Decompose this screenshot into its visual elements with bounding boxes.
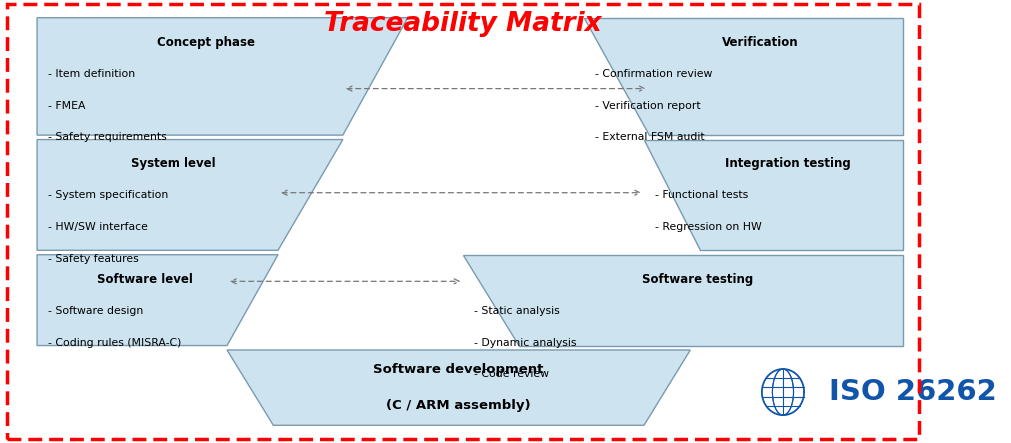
Polygon shape bbox=[37, 255, 278, 346]
Text: - Functional tests: - Functional tests bbox=[654, 190, 747, 201]
Text: - Regression on HW: - Regression on HW bbox=[654, 222, 761, 233]
Text: Concept phase: Concept phase bbox=[157, 35, 255, 49]
Text: - HW/SW interface: - HW/SW interface bbox=[49, 222, 148, 233]
Text: - Safety features: - Safety features bbox=[49, 254, 139, 264]
Polygon shape bbox=[226, 350, 690, 425]
Text: (C / ARM assembly): (C / ARM assembly) bbox=[386, 399, 531, 412]
Text: Integration testing: Integration testing bbox=[724, 157, 849, 171]
Polygon shape bbox=[643, 140, 903, 250]
Text: - Coding rules (MISRA-C): - Coding rules (MISRA-C) bbox=[49, 338, 181, 348]
Polygon shape bbox=[37, 18, 407, 135]
Text: - Confirmation review: - Confirmation review bbox=[594, 69, 712, 79]
Text: Software testing: Software testing bbox=[641, 272, 752, 286]
Text: - Safety requirements: - Safety requirements bbox=[49, 132, 167, 143]
Text: - System specification: - System specification bbox=[49, 190, 168, 201]
Polygon shape bbox=[463, 255, 903, 346]
Text: Traceability Matrix: Traceability Matrix bbox=[325, 12, 602, 37]
Text: Software development: Software development bbox=[373, 363, 543, 377]
Text: - Item definition: - Item definition bbox=[49, 69, 135, 79]
Text: - FMEA: - FMEA bbox=[49, 101, 86, 111]
Text: - Software design: - Software design bbox=[49, 306, 144, 316]
Text: - External FSM audit: - External FSM audit bbox=[594, 132, 704, 143]
Text: - Dynamic analysis: - Dynamic analysis bbox=[474, 338, 576, 348]
Text: - Verification report: - Verification report bbox=[594, 101, 700, 111]
Text: - Code review: - Code review bbox=[474, 369, 549, 380]
Text: ISO 26262: ISO 26262 bbox=[828, 378, 996, 406]
Text: - Static analysis: - Static analysis bbox=[474, 306, 560, 316]
Polygon shape bbox=[37, 140, 343, 250]
Text: Verification: Verification bbox=[721, 35, 798, 49]
Text: System level: System level bbox=[131, 157, 215, 171]
Text: Software level: Software level bbox=[97, 272, 192, 286]
Polygon shape bbox=[583, 18, 903, 135]
